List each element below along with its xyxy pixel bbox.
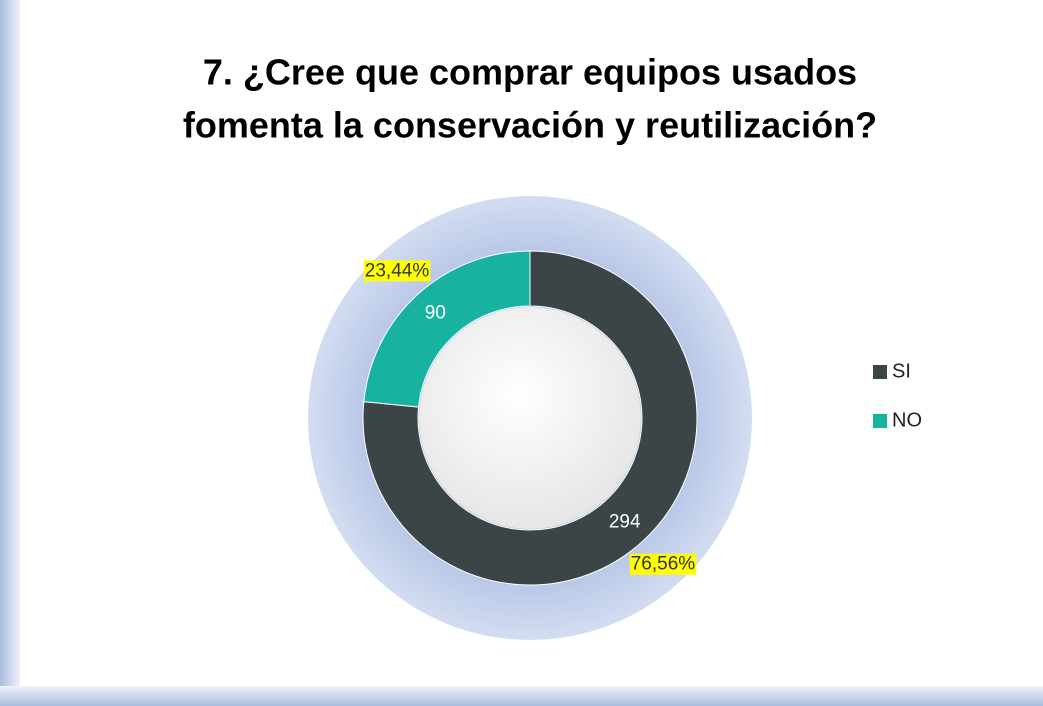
value-label: 294 — [609, 511, 641, 532]
frame-edge — [0, 686, 1043, 706]
legend-label: NO — [892, 409, 922, 431]
donut-slice — [363, 250, 531, 408]
chart-title: 7. ¿Cree que comprar equipos usados — [203, 52, 857, 93]
donut-slice — [362, 250, 698, 586]
legend-label: SI — [892, 360, 911, 382]
legend-swatch — [873, 414, 887, 428]
legend-swatch — [873, 365, 887, 379]
percent-label: 76,56% — [631, 554, 696, 575]
percent-label-bg — [363, 260, 431, 282]
donut-hole — [419, 307, 641, 529]
chart-title: fomenta la conservación y reutilización? — [183, 105, 877, 146]
percent-label: 23,44% — [365, 260, 430, 281]
value-label: 90 — [425, 303, 446, 324]
percent-label-bg — [629, 553, 697, 575]
frame-edge — [0, 0, 20, 706]
